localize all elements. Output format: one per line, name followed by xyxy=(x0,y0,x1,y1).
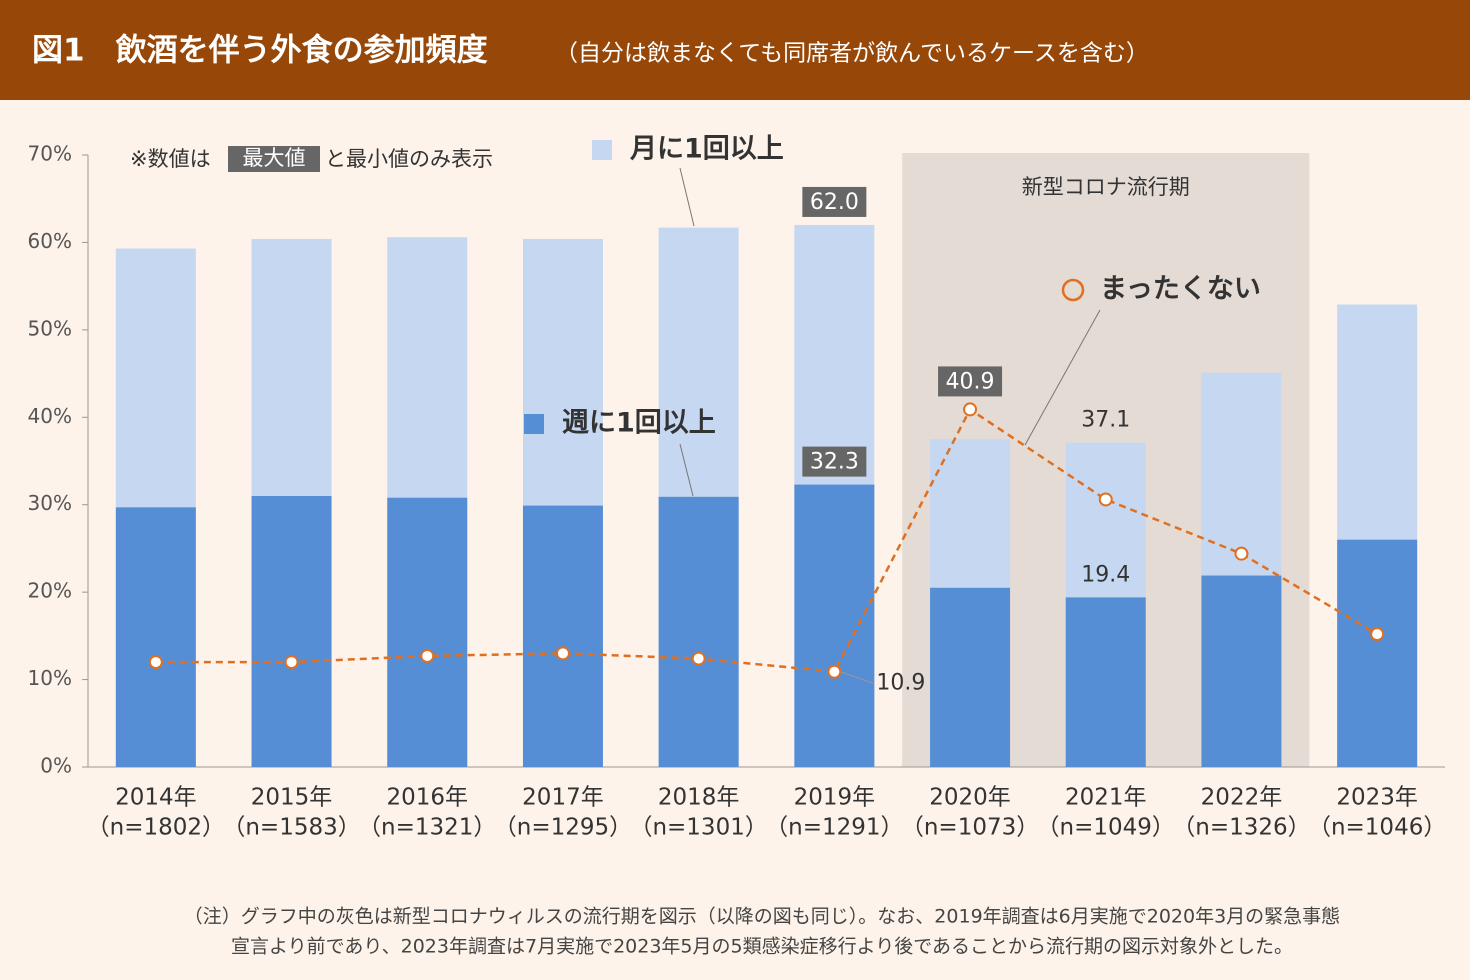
note-box xyxy=(228,146,320,172)
value-label: 37.1 xyxy=(1081,408,1130,433)
legend-leader xyxy=(679,167,695,227)
x-tick-label: 2019年 xyxy=(794,785,876,811)
note: 最大値 xyxy=(243,146,306,170)
note: ※数値は xyxy=(130,147,211,171)
y-tick-label: 20% xyxy=(28,579,72,603)
x-sample-label: （n=1291） xyxy=(765,815,903,841)
bar xyxy=(1201,575,1282,767)
x-tick-label: 2023年 xyxy=(1336,785,1418,811)
line-marker xyxy=(1098,492,1113,507)
value-label: 62.0 xyxy=(810,190,859,215)
bar xyxy=(658,496,739,767)
header-band xyxy=(0,0,1470,100)
value-label: 32.3 xyxy=(810,450,859,475)
x-tick-label: 2021年 xyxy=(1065,785,1147,811)
x-tick-label: 2014年 xyxy=(115,785,197,811)
y-tick-label: 70% xyxy=(28,142,72,166)
y-tick-label: 10% xyxy=(28,666,72,690)
bar xyxy=(522,505,603,767)
x-sample-label: （n=1802） xyxy=(87,815,225,841)
x-sample-label: （n=1295） xyxy=(494,815,632,841)
legend-marker xyxy=(1061,278,1085,302)
legend-leader xyxy=(679,443,694,497)
line-marker xyxy=(420,648,435,663)
line-marker xyxy=(1234,546,1249,561)
x-sample-label: （n=1326） xyxy=(1172,815,1310,841)
note: と最小値のみ表示 xyxy=(325,147,493,171)
x-sample-label: （n=1583） xyxy=(222,815,360,841)
shaded-label: 新型コロナ流行期 xyxy=(1022,175,1190,199)
x-tick-label: 2022年 xyxy=(1201,785,1283,811)
line-marker xyxy=(284,655,299,670)
x-tick-label: 2018年 xyxy=(658,785,740,811)
line-marker xyxy=(827,664,842,679)
chart-subtitle: （自分は飲まなくても同席者が飲んでいるケースを含む） xyxy=(555,41,1149,67)
legend-leader xyxy=(1024,309,1101,446)
chart-title: 図1 飲酒を伴う外食の参加頻度 xyxy=(32,33,488,69)
value-label-box xyxy=(802,186,867,217)
value-label: 40.9 xyxy=(946,369,995,394)
y-tick-label: 30% xyxy=(28,491,72,515)
value-label: 10.9 xyxy=(876,671,925,696)
value-label: 19.4 xyxy=(1081,562,1130,587)
x-tick-label: 2016年 xyxy=(386,785,468,811)
line-marker xyxy=(148,655,163,670)
value-label-box xyxy=(938,366,1003,397)
x-sample-label: （n=1301） xyxy=(629,815,767,841)
line-marker xyxy=(1370,627,1385,642)
bar xyxy=(930,587,1011,767)
bar xyxy=(387,497,468,767)
bar xyxy=(1337,539,1418,767)
bar xyxy=(1065,597,1146,767)
line-marker xyxy=(555,646,570,661)
y-tick-label: 0% xyxy=(40,754,72,778)
line-marker xyxy=(691,651,706,666)
value-label-box xyxy=(802,446,867,477)
x-sample-label: （n=1046） xyxy=(1308,815,1446,841)
y-tick-label: 50% xyxy=(28,316,72,340)
legend-swatch xyxy=(524,414,544,434)
x-sample-label: （n=1073） xyxy=(901,815,1039,841)
footnote: 宣言より前であり、2023年調査は7月実施で2023年5月の5類感染症移行より後… xyxy=(231,936,1293,958)
legend-label: 週に1回以上 xyxy=(562,408,716,439)
x-sample-label: （n=1321） xyxy=(358,815,496,841)
label-leader xyxy=(840,671,875,685)
legend-label: まったくない xyxy=(1100,274,1261,305)
x-tick-label: 2015年 xyxy=(251,785,333,811)
footnote: （注）グラフ中の灰色は新型コロナウィルスの流行期を図示（以降の図も同じ）。なお、… xyxy=(184,906,1340,928)
legend-swatch xyxy=(592,140,612,160)
bar xyxy=(115,507,196,767)
y-tick-label: 60% xyxy=(28,229,72,253)
y-tick-label: 40% xyxy=(28,404,72,428)
bar xyxy=(794,484,875,767)
x-sample-label: （n=1049） xyxy=(1037,815,1175,841)
legend-label: 月に1回以上 xyxy=(629,134,784,165)
x-tick-label: 2020年 xyxy=(929,785,1011,811)
bar xyxy=(251,495,332,767)
x-tick-label: 2017年 xyxy=(522,785,604,811)
line-marker xyxy=(963,402,978,417)
